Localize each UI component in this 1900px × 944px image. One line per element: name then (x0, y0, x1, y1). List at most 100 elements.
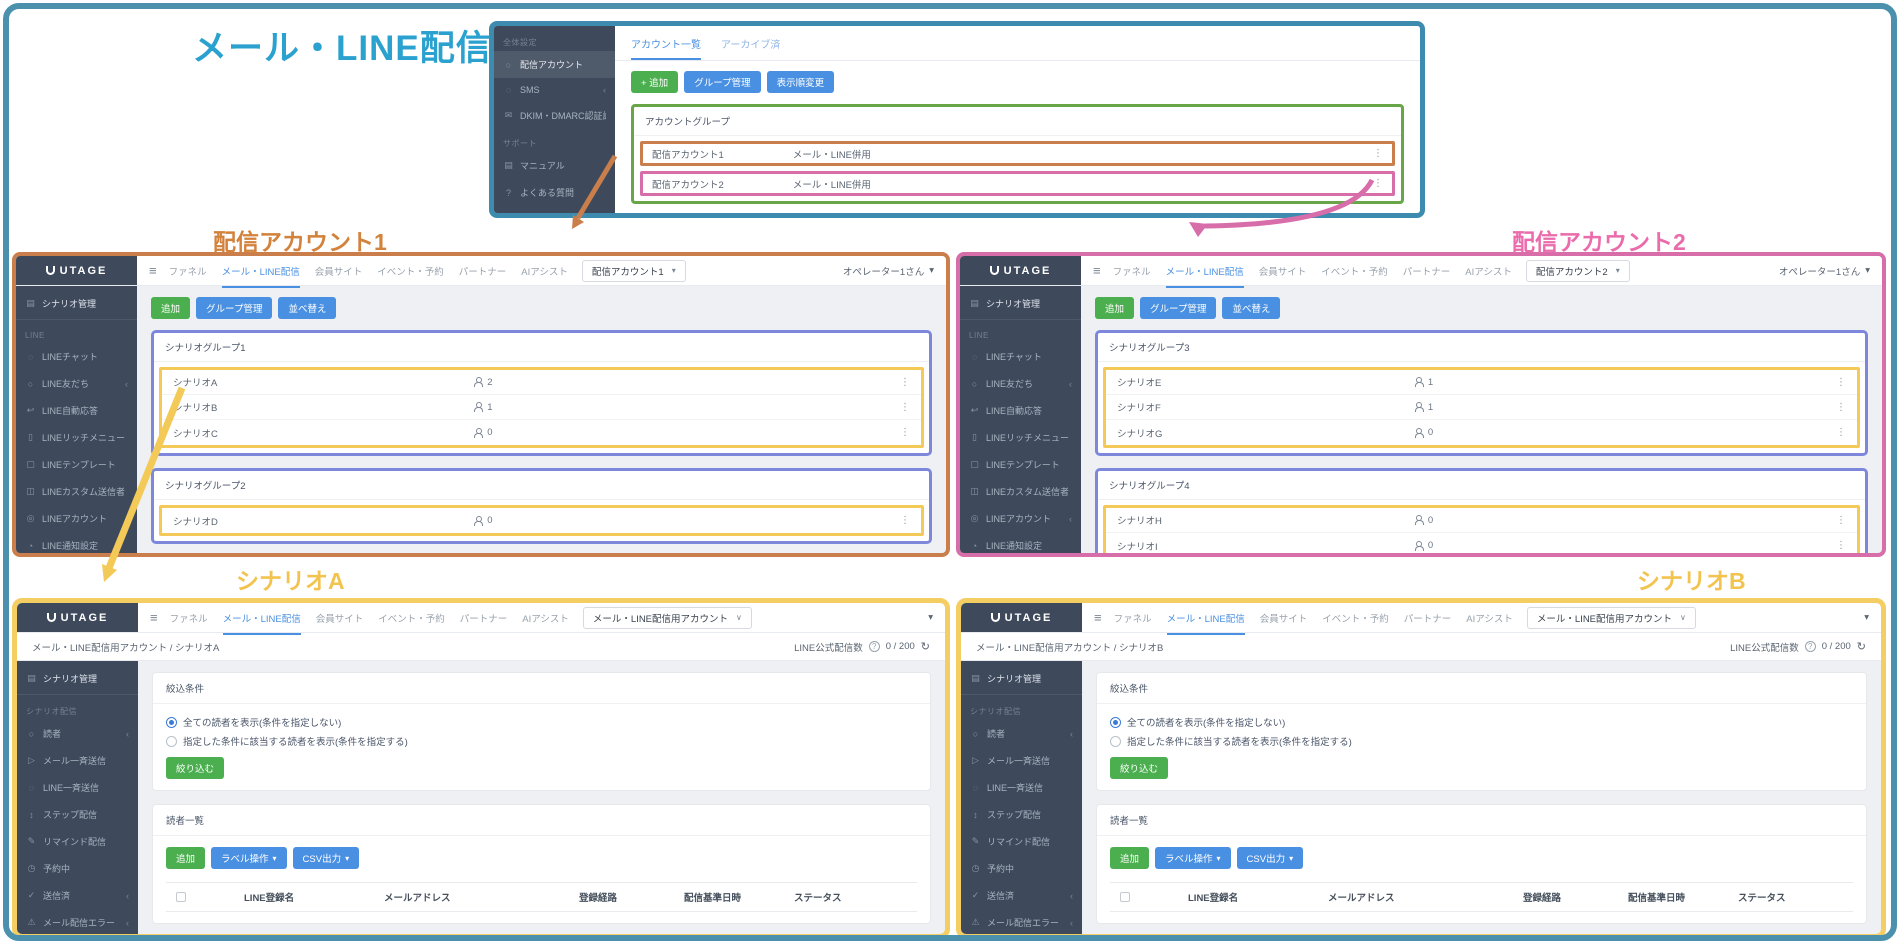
nav-item[interactable]: ファネル (168, 266, 207, 278)
sidebar-item[interactable]: ◫ LINEカスタム送信者 (970, 486, 1070, 497)
tab-archived[interactable]: アーカイブ済 (721, 40, 781, 51)
sidebar-item[interactable]: ◎ LINEアカウント ‹ (26, 513, 128, 524)
sidebar-item[interactable]: ○ 読者 ‹ (17, 720, 138, 747)
nav-item[interactable]: メール・LINE配信 (1165, 256, 1244, 288)
nav-item[interactable]: AIアシスト (1465, 266, 1512, 278)
sidebar-item[interactable]: ◌ LINEチャット (16, 343, 137, 370)
sidebar-item[interactable]: ◎ LINEアカウント ‹ (970, 513, 1072, 524)
toolbar-button[interactable]: 追加 (166, 847, 206, 869)
nav-item[interactable]: 会員サイト (314, 266, 363, 278)
help-icon[interactable]: ? (868, 641, 880, 652)
nav-item[interactable]: イベント・予約 (1322, 613, 1389, 625)
sidebar-item[interactable]: ○ 配信アカウント (494, 51, 615, 78)
account-select[interactable]: メール・LINE配信用アカウント ∨ (582, 606, 752, 629)
toolbar-button[interactable]: CSV出力 ▾ (1236, 847, 1304, 869)
column-header[interactable]: LINE登録名 (1188, 893, 1239, 904)
column-header[interactable]: メールアドレス (384, 893, 451, 904)
nav-item[interactable]: メール・LINE配信 (1166, 603, 1245, 635)
toolbar-button[interactable]: グループ管理 (196, 297, 273, 319)
column-header[interactable]: 配信基準日時 (684, 893, 742, 904)
select-all-checkbox[interactable] (176, 892, 186, 902)
scenario-row[interactable]: シナリオH 0 ⋮ (1106, 508, 1857, 533)
toolbar-button[interactable]: 並べ替え (278, 297, 337, 319)
scenario-row[interactable]: シナリオG 0 ⋮ (1117, 427, 1846, 440)
sidebar-item[interactable]: ▷ メール一斉送信 (961, 747, 1082, 774)
radio-filtered-readers[interactable] (1110, 735, 1121, 747)
account-row-1[interactable]: 配信アカウント1 メール・LINE併用 ⋮ (640, 141, 1395, 166)
select-all-checkbox[interactable] (1120, 892, 1130, 902)
refresh-icon[interactable]: ↻ (1856, 641, 1866, 653)
sidebar-item[interactable]: ? よくある質問 (494, 179, 615, 206)
sidebar-item[interactable]: ✓ 送信済 ‹ (27, 890, 129, 901)
toolbar-button[interactable]: 表示順変更 (766, 71, 835, 93)
sidebar-item[interactable]: ◔ LINE通知設定 (16, 532, 137, 553)
column-header[interactable]: LINE登録名 (244, 893, 295, 904)
sidebar-item[interactable]: ◌ LINE一斉送信 (17, 774, 138, 801)
operator-menu[interactable]: オペレーター1さん ▾ (842, 265, 934, 278)
sidebar-item-scenario-manage[interactable]: ▤ シナリオ管理 (960, 288, 1081, 320)
sidebar-item[interactable]: ◌ LINE一斉送信 (961, 774, 1082, 801)
kebab-menu-icon[interactable]: ⋮ (900, 427, 910, 438)
nav-item[interactable]: パートナー (459, 613, 508, 625)
nav-item[interactable]: パートナー (1402, 266, 1451, 278)
sidebar-item[interactable]: ◷ 予約中 (971, 863, 1015, 874)
sidebar-item[interactable]: ○ 読者 ‹ (961, 720, 1082, 747)
sidebar-item[interactable]: ↩ LINE自動応答 (26, 405, 99, 416)
menu-icon[interactable]: ≡ (149, 263, 157, 278)
toolbar-button[interactable]: グループ管理 (1140, 297, 1217, 319)
nav-item[interactable]: AIアシスト (1466, 613, 1513, 625)
sidebar-item[interactable]: ↕ ステップ配信 (17, 801, 138, 828)
nav-item[interactable]: AIアシスト (521, 266, 568, 278)
column-header[interactable]: 配信基準日時 (1628, 893, 1686, 904)
toolbar-button[interactable]: 並べ替え (1222, 297, 1281, 319)
column-header[interactable]: ステータス (794, 893, 842, 904)
kebab-menu-icon[interactable]: ⋮ (900, 376, 910, 388)
nav-item[interactable]: ファネル (1112, 266, 1151, 278)
menu-icon[interactable]: ≡ (1093, 263, 1101, 278)
column-header[interactable]: 登録経路 (1523, 893, 1562, 904)
help-icon[interactable]: ? (1804, 641, 1816, 652)
nav-item[interactable]: イベント・予約 (377, 266, 444, 278)
nav-item[interactable]: 会員サイト (1259, 613, 1308, 625)
header-caret[interactable]: ▾ (928, 612, 933, 623)
nav-item[interactable]: パートナー (1403, 613, 1452, 625)
scenario-row[interactable]: シナリオE 1 ⋮ (1106, 370, 1857, 395)
sidebar-item[interactable]: ✓ 送信済 ‹ (971, 890, 1073, 901)
kebab-menu-icon[interactable]: ⋮ (1836, 401, 1846, 413)
column-header[interactable]: メールアドレス (1328, 893, 1395, 904)
account-select[interactable]: 配信アカウント1 ▾ (581, 259, 686, 282)
nav-item[interactable]: イベント・予約 (378, 613, 445, 625)
operator-menu[interactable]: オペレーター1さん ▾ (1778, 265, 1870, 278)
sidebar-item[interactable]: ↕ ステップ配信 (961, 801, 1082, 828)
sidebar-item[interactable]: ▢ LINEテンプレート (26, 459, 116, 470)
radio-all-readers[interactable] (166, 716, 177, 728)
sidebar-item[interactable]: ✎ リマインド配信 (27, 836, 107, 847)
refresh-icon[interactable]: ↻ (920, 641, 930, 653)
kebab-menu-icon[interactable]: ⋮ (900, 515, 910, 526)
sidebar-item-scenario-manage[interactable]: ▤ シナリオ管理 (17, 663, 138, 695)
sidebar-item[interactable]: ○ LINE友だち ‹ (960, 370, 1081, 397)
column-header[interactable]: 登録経路 (579, 893, 618, 904)
sidebar-item[interactable]: ○ LINE友だち ‹ (16, 370, 137, 397)
kebab-menu-icon[interactable]: ⋮ (1373, 178, 1383, 189)
toolbar-button[interactable]: グループ管理 (684, 71, 761, 93)
sidebar-item[interactable]: ⚠ メール配信エラー ‹ (971, 917, 1073, 928)
nav-item[interactable]: 会員サイト (1258, 266, 1307, 278)
scenario-row[interactable]: シナリオI 0 ⋮ (1117, 540, 1846, 553)
menu-icon[interactable]: ≡ (150, 610, 158, 625)
toolbar-button[interactable]: ラベル操作 ▾ (211, 847, 287, 869)
nav-item[interactable]: メール・LINE配信 (221, 256, 300, 288)
sidebar-item[interactable]: ◌ LINEチャット (960, 343, 1081, 370)
scenario-row[interactable]: シナリオC 0 ⋮ (173, 427, 910, 440)
toolbar-button[interactable]: + 追加 (631, 71, 679, 93)
sidebar-item[interactable]: ✎ リマインド配信 (971, 836, 1051, 847)
nav-item[interactable]: ファネル (169, 613, 208, 625)
sidebar-item[interactable]: ▯ LINEリッチメニュー (960, 424, 1081, 451)
sidebar-item-scenario-manage[interactable]: ▤ シナリオ管理 (16, 288, 137, 320)
sidebar-item[interactable]: ⚠ メール配信エラー ‹ (27, 917, 129, 928)
filter-button[interactable]: 絞り込む (1110, 757, 1169, 779)
kebab-menu-icon[interactable]: ⋮ (1836, 514, 1846, 526)
toolbar-button[interactable]: CSV出力 ▾ (292, 847, 360, 869)
scenario-row[interactable]: シナリオF 1 ⋮ (1106, 395, 1857, 420)
scenario-row[interactable]: シナリオB 1 ⋮ (162, 395, 921, 420)
